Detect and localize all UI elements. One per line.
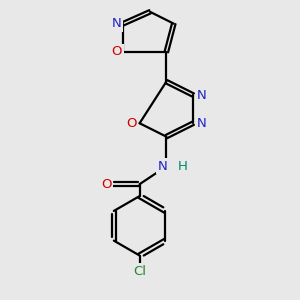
Text: O: O — [101, 178, 112, 191]
Text: N: N — [196, 117, 206, 130]
Text: O: O — [126, 117, 136, 130]
Text: H: H — [178, 160, 188, 173]
Text: N: N — [112, 17, 122, 30]
Text: N: N — [196, 88, 206, 101]
Text: N: N — [158, 160, 168, 173]
Text: Cl: Cl — [133, 265, 146, 278]
Text: O: O — [112, 45, 122, 58]
